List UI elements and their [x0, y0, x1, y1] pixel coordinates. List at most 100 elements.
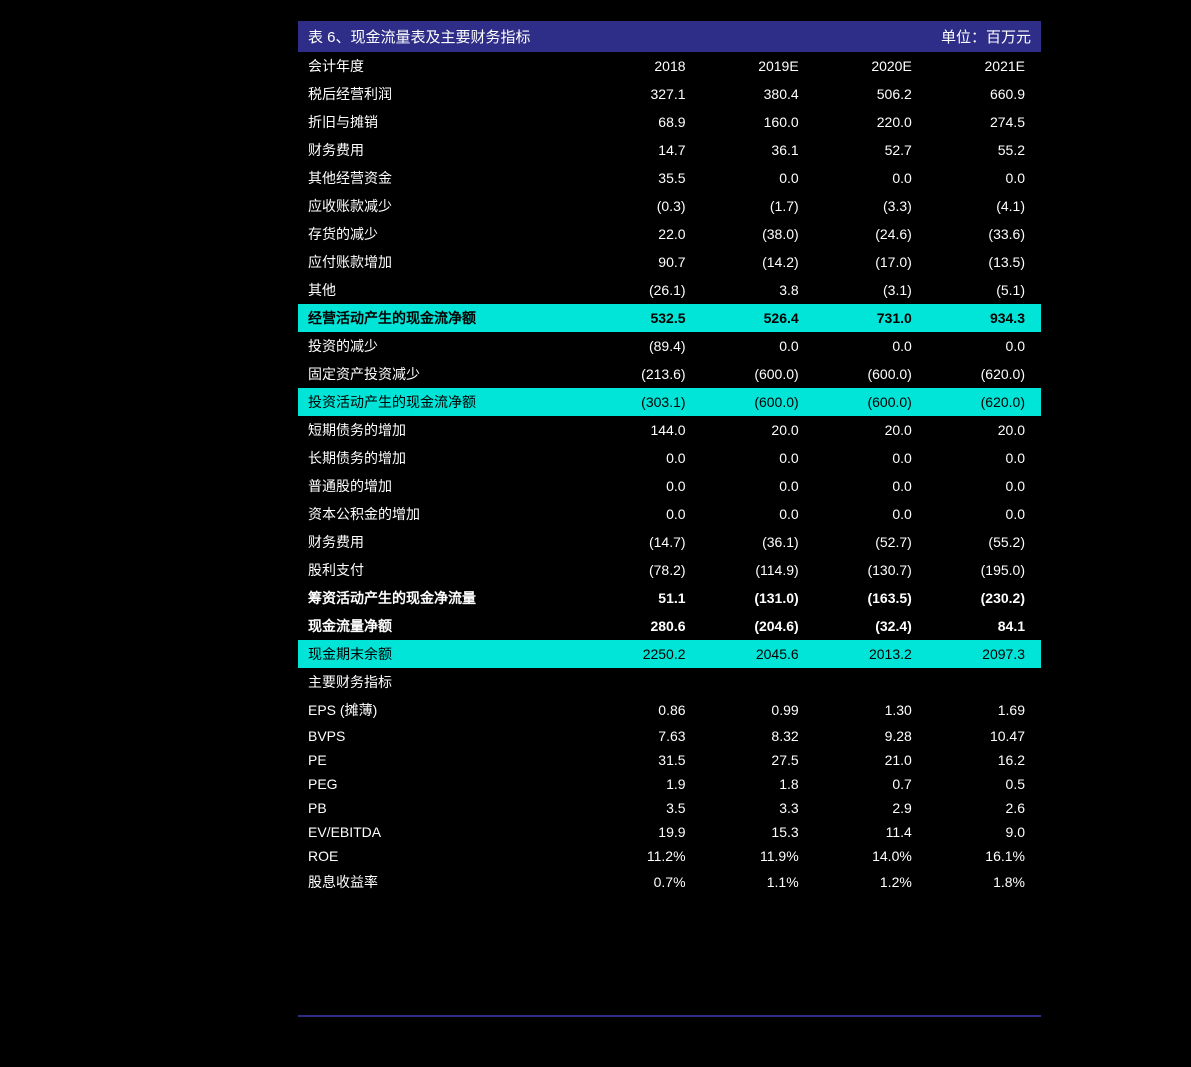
table-row: 财务费用14.736.152.755.2 — [298, 136, 1041, 164]
row-value: (600.0) — [702, 388, 815, 416]
row-value: (1.7) — [702, 192, 815, 220]
row-value: 20.0 — [815, 416, 928, 444]
row-value: (204.6) — [702, 612, 815, 640]
row-value: 280.6 — [588, 612, 701, 640]
row-label: 短期债务的增加 — [298, 416, 588, 444]
row-label: BVPS — [298, 724, 588, 748]
row-label: PEG — [298, 772, 588, 796]
row-value: 1.8% — [928, 868, 1041, 896]
row-value: 144.0 — [588, 416, 701, 444]
row-value: (36.1) — [702, 528, 815, 556]
row-value: 327.1 — [588, 80, 701, 108]
row-label: 现金期末余额 — [298, 640, 588, 668]
row-value — [588, 668, 701, 696]
row-value: 380.4 — [702, 80, 815, 108]
row-value: 0.0 — [928, 332, 1041, 360]
row-value: (5.1) — [928, 276, 1041, 304]
table-row: 主要财务指标 — [298, 668, 1041, 696]
row-value: 14.7 — [588, 136, 701, 164]
row-value: (13.5) — [928, 248, 1041, 276]
row-value: 0.0 — [928, 444, 1041, 472]
table-row: 应付账款增加90.7(14.2)(17.0)(13.5) — [298, 248, 1041, 276]
financial-table: 会计年度 2018 2019E 2020E 2021E 税后经营利润327.13… — [298, 52, 1041, 896]
row-value: 526.4 — [702, 304, 815, 332]
row-value: 51.1 — [588, 584, 701, 612]
row-value: 1.2% — [815, 868, 928, 896]
row-value: 1.9 — [588, 772, 701, 796]
table-unit: 单位：百万元 — [941, 26, 1031, 47]
row-value: (33.6) — [928, 220, 1041, 248]
row-value: 2045.6 — [702, 640, 815, 668]
table-row: EV/EBITDA19.915.311.49.0 — [298, 820, 1041, 844]
row-label: 主要财务指标 — [298, 668, 588, 696]
row-value: 52.7 — [815, 136, 928, 164]
row-value: 160.0 — [702, 108, 815, 136]
row-value: 0.0 — [928, 500, 1041, 528]
row-label: 筹资活动产生的现金净流量 — [298, 584, 588, 612]
table-header-bar: 表 6、现金流量表及主要财务指标 单位：百万元 — [298, 21, 1041, 52]
row-value: (600.0) — [702, 360, 815, 388]
row-value: 274.5 — [928, 108, 1041, 136]
row-value: 84.1 — [928, 612, 1041, 640]
row-value: (26.1) — [588, 276, 701, 304]
row-value: (17.0) — [815, 248, 928, 276]
row-value: 14.0% — [815, 844, 928, 868]
row-value: 1.30 — [815, 696, 928, 724]
row-label: 财务费用 — [298, 136, 588, 164]
row-value: (78.2) — [588, 556, 701, 584]
table-row: 固定资产投资减少(213.6)(600.0)(600.0)(620.0) — [298, 360, 1041, 388]
row-value: 934.3 — [928, 304, 1041, 332]
row-value: (131.0) — [702, 584, 815, 612]
table-row: 存货的减少22.0(38.0)(24.6)(33.6) — [298, 220, 1041, 248]
table-row: PEG1.91.80.70.5 — [298, 772, 1041, 796]
row-value: 9.0 — [928, 820, 1041, 844]
table-row: 股息收益率0.7%1.1%1.2%1.8% — [298, 868, 1041, 896]
row-value: 2013.2 — [815, 640, 928, 668]
table-row: PB3.53.32.92.6 — [298, 796, 1041, 820]
row-label: 经营活动产生的现金流净额 — [298, 304, 588, 332]
row-value: 36.1 — [702, 136, 815, 164]
row-value: (163.5) — [815, 584, 928, 612]
col-header-year: 会计年度 — [298, 52, 588, 80]
table-row: 税后经营利润327.1380.4506.2660.9 — [298, 80, 1041, 108]
row-value: 731.0 — [815, 304, 928, 332]
col-header-2021e: 2021E — [928, 52, 1041, 80]
row-value — [815, 668, 928, 696]
table-row: 筹资活动产生的现金净流量51.1(131.0)(163.5)(230.2) — [298, 584, 1041, 612]
row-value: 3.8 — [702, 276, 815, 304]
table-row: 经营活动产生的现金流净额532.5526.4731.0934.3 — [298, 304, 1041, 332]
row-value: 532.5 — [588, 304, 701, 332]
row-label: 其他 — [298, 276, 588, 304]
table-row: 折旧与摊销68.9160.0220.0274.5 — [298, 108, 1041, 136]
row-value: 10.47 — [928, 724, 1041, 748]
table-row: 其他(26.1)3.8(3.1)(5.1) — [298, 276, 1041, 304]
row-label: 普通股的增加 — [298, 472, 588, 500]
table-row: 应收账款减少(0.3)(1.7)(3.3)(4.1) — [298, 192, 1041, 220]
row-value — [928, 668, 1041, 696]
row-value: (600.0) — [815, 360, 928, 388]
row-value: 220.0 — [815, 108, 928, 136]
row-value: (130.7) — [815, 556, 928, 584]
row-value: 19.9 — [588, 820, 701, 844]
row-value: (3.3) — [815, 192, 928, 220]
row-value: 660.9 — [928, 80, 1041, 108]
row-label: EPS (摊薄) — [298, 696, 588, 724]
table-row: EPS (摊薄)0.860.991.301.69 — [298, 696, 1041, 724]
row-value: (38.0) — [702, 220, 815, 248]
col-header-2020e: 2020E — [815, 52, 928, 80]
row-value: 55.2 — [928, 136, 1041, 164]
col-header-2018: 2018 — [588, 52, 701, 80]
row-label: PB — [298, 796, 588, 820]
row-value: 0.0 — [815, 332, 928, 360]
row-label: 其他经营资金 — [298, 164, 588, 192]
table-row: 现金流量净额280.6(204.6)(32.4)84.1 — [298, 612, 1041, 640]
financial-table-container: 表 6、现金流量表及主要财务指标 单位：百万元 会计年度 2018 2019E … — [298, 21, 1041, 896]
row-label: 财务费用 — [298, 528, 588, 556]
row-value: 1.69 — [928, 696, 1041, 724]
row-value: 2.9 — [815, 796, 928, 820]
row-value: 0.86 — [588, 696, 701, 724]
row-value: 90.7 — [588, 248, 701, 276]
table-row: PE31.527.521.016.2 — [298, 748, 1041, 772]
table-row: 资本公积金的增加0.00.00.00.0 — [298, 500, 1041, 528]
row-value: 0.0 — [702, 472, 815, 500]
